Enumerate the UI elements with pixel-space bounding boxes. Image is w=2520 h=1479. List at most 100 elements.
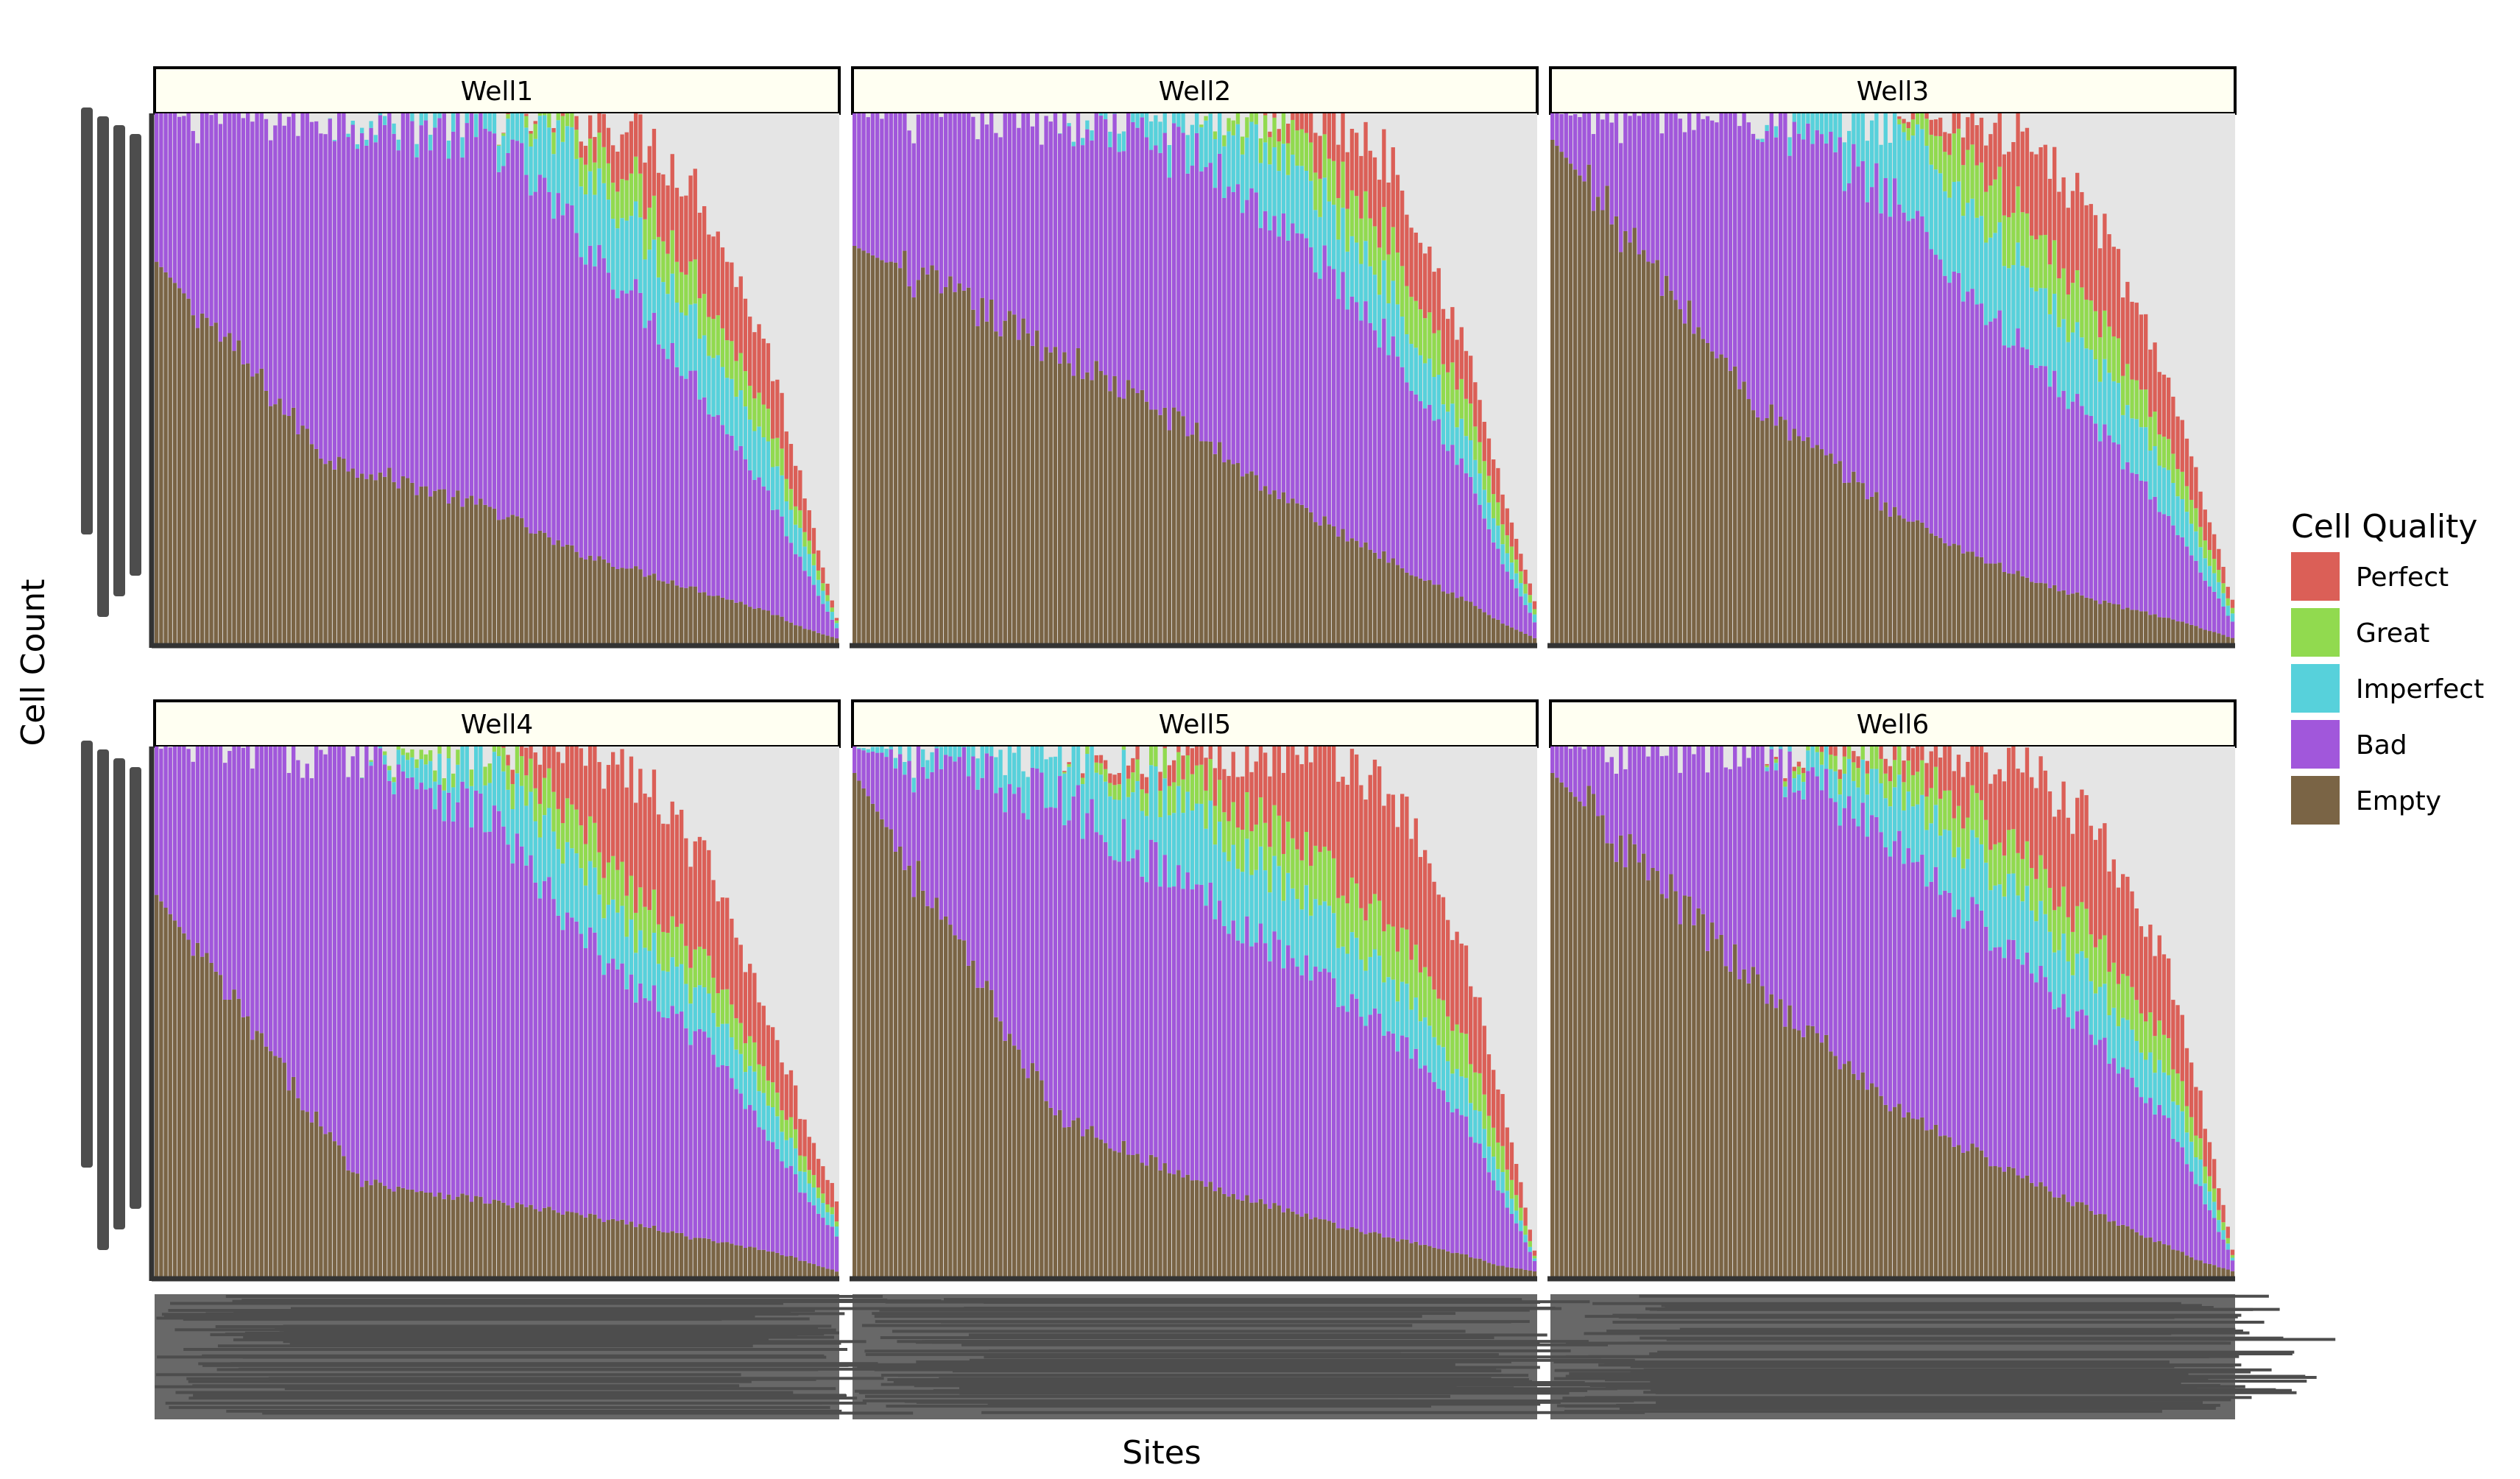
bar-segment-empty xyxy=(2089,1211,2093,1277)
bar-segment-imperfect xyxy=(716,355,720,414)
bar-segment-imperfect xyxy=(1907,141,1910,222)
bar-segment-bad xyxy=(501,166,505,520)
bar-segment-empty xyxy=(1035,1071,1039,1277)
bar-segment-great xyxy=(2208,550,2212,566)
bar-segment-perfect xyxy=(1272,746,1276,805)
bar-segment-imperfect xyxy=(975,758,979,790)
bar-segment-bad xyxy=(1947,893,1951,1137)
bar-segment-great xyxy=(579,825,583,868)
bar-segment-imperfect xyxy=(1806,113,1810,124)
bar-segment-empty xyxy=(2103,1214,2106,1277)
bar-segment-great xyxy=(488,763,492,783)
bar-segment-empty xyxy=(1692,333,1695,643)
bar-segment-empty xyxy=(1062,352,1066,643)
bar-segment-bad xyxy=(410,777,414,1190)
bar-segment-empty xyxy=(930,908,933,1277)
bar-segment-great xyxy=(1386,925,1390,978)
bar-segment-empty xyxy=(657,580,660,643)
bar-segment-perfect xyxy=(1318,746,1321,852)
bar-segment-bad xyxy=(1824,769,1828,1035)
bar-segment-perfect xyxy=(1523,1207,1527,1225)
bar-segment-bad xyxy=(2208,1210,2212,1264)
bar-segment-bad xyxy=(1419,401,1422,579)
bar-segment-imperfect xyxy=(2226,606,2230,616)
bar-segment-empty xyxy=(1911,522,1915,643)
bar-segment-bad xyxy=(1400,367,1404,568)
bar-segment-bad xyxy=(1259,924,1263,1199)
bar-segment-empty xyxy=(1012,1045,1016,1277)
bar-segment-imperfect xyxy=(1500,544,1504,564)
bar-segment-empty xyxy=(835,638,839,643)
bar-segment-imperfect xyxy=(1427,1026,1431,1072)
bar-segment-perfect xyxy=(785,431,788,479)
bar-segment-great xyxy=(1874,746,1878,769)
bar-segment-great xyxy=(1409,960,1413,1010)
bar-segment-bad xyxy=(479,113,482,498)
bar-segment-imperfect xyxy=(989,746,993,756)
bar-segment-perfect xyxy=(2107,234,2111,327)
bar-segment-imperfect xyxy=(2034,292,2038,368)
bar-segment-imperfect xyxy=(2002,266,2006,345)
bar-segment-bad xyxy=(1756,746,1760,975)
bar-segment-empty xyxy=(538,1212,542,1277)
bar-segment-bad xyxy=(442,113,446,489)
bar-segment-empty xyxy=(1227,459,1230,643)
bar-segment-perfect xyxy=(615,765,619,870)
bar-segment-imperfect xyxy=(1369,266,1372,323)
bar-segment-empty xyxy=(1879,1096,1882,1277)
bar-segment-imperfect xyxy=(808,554,811,576)
bar-segment-bad xyxy=(2158,1105,2161,1241)
bar-segment-great xyxy=(1506,535,1509,553)
bar-segment-imperfect xyxy=(2198,547,2202,572)
bar-segment-empty xyxy=(1633,228,1637,643)
bar-segment-great xyxy=(693,950,697,988)
bar-segment-empty xyxy=(1396,565,1400,643)
bar-segment-great xyxy=(2084,908,2088,958)
bar-segment-bad xyxy=(219,746,222,975)
bar-segment-empty xyxy=(534,1209,537,1277)
bar-segment-empty xyxy=(584,560,587,643)
bar-segment-great xyxy=(1947,155,1951,197)
bar-segment-bad xyxy=(1907,221,1910,521)
bar-segment-perfect xyxy=(1519,1182,1522,1208)
bar-segment-empty xyxy=(894,852,897,1277)
bar-segment-bad xyxy=(739,446,743,602)
bar-segment-empty xyxy=(310,444,314,643)
bar-segment-bad xyxy=(2221,1240,2225,1268)
bar-segment-empty xyxy=(638,1224,642,1277)
bar-segment-great xyxy=(2121,974,2125,1018)
bar-segment-empty xyxy=(2125,1226,2129,1277)
bar-segment-perfect xyxy=(1405,215,1408,286)
bar-segment-empty xyxy=(428,1193,432,1277)
bar-segment-perfect xyxy=(680,810,683,924)
bar-segment-great xyxy=(2071,283,2075,332)
bar-segment-bad xyxy=(588,246,592,556)
bar-segment-bad xyxy=(1578,117,1581,175)
bar-segment-empty xyxy=(1861,1073,1865,1277)
bar-segment-bad xyxy=(392,794,395,1192)
bar-segment-empty xyxy=(1268,494,1271,643)
bar-segment-empty xyxy=(688,1240,692,1277)
bar-segment-empty xyxy=(186,939,190,1277)
bar-segment-empty xyxy=(1305,508,1308,643)
bar-segment-great xyxy=(1118,784,1121,799)
bar-segment-bad xyxy=(287,773,291,1090)
bar-segment-bad xyxy=(1323,245,1327,516)
bar-segment-bad xyxy=(196,746,200,943)
bar-segment-imperfect xyxy=(1386,977,1390,1031)
bar-segment-empty xyxy=(414,495,418,643)
bar-segment-great xyxy=(1382,931,1386,982)
bar-segment-imperfect xyxy=(771,467,774,509)
bar-segment-great xyxy=(1263,823,1267,870)
bar-segment-great xyxy=(1382,207,1386,261)
bar-segment-great xyxy=(716,993,720,1027)
bar-segment-perfect xyxy=(620,135,624,180)
bar-segment-perfect xyxy=(693,841,697,950)
bar-segment-empty xyxy=(1254,1202,1258,1277)
bar-segment-imperfect xyxy=(1049,757,1053,807)
bar-segment-perfect xyxy=(1510,1143,1514,1180)
bar-segment-perfect xyxy=(2007,152,2011,217)
bar-segment-bad xyxy=(698,1029,702,1238)
bar-segment-bad xyxy=(1843,808,1846,1064)
bar-segment-bad xyxy=(584,948,587,1218)
